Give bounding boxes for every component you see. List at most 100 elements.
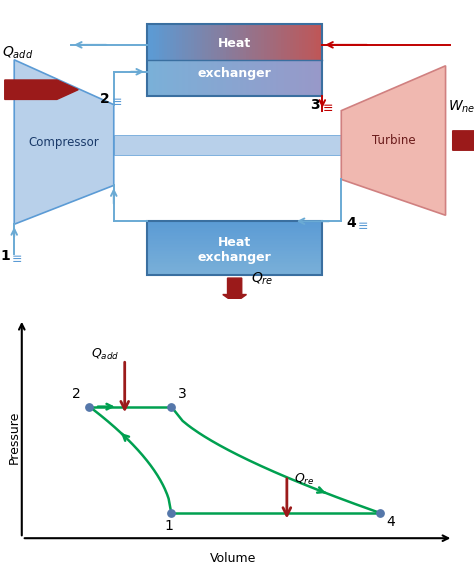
Text: 2: 2: [72, 387, 81, 401]
Bar: [279, 24, 282, 60]
Point: [86, 402, 93, 411]
Bar: [147, 273, 322, 274]
Bar: [147, 267, 322, 269]
Bar: [255, 24, 258, 60]
Bar: [258, 24, 261, 60]
Bar: [229, 24, 232, 60]
Bar: [147, 259, 322, 260]
Bar: [293, 60, 296, 95]
Bar: [279, 60, 282, 95]
Bar: [308, 24, 310, 60]
Bar: [147, 243, 322, 244]
Bar: [188, 24, 191, 60]
Bar: [273, 24, 275, 60]
Bar: [153, 24, 155, 60]
Bar: [235, 24, 237, 60]
Text: $Q_{add}$: $Q_{add}$: [2, 45, 34, 61]
Bar: [296, 24, 299, 60]
Bar: [147, 232, 322, 233]
Bar: [214, 24, 217, 60]
Bar: [310, 24, 314, 60]
Bar: [299, 24, 302, 60]
Text: $Q_{re}$: $Q_{re}$: [251, 271, 273, 287]
Bar: [229, 60, 232, 95]
Text: exchanger: exchanger: [198, 67, 272, 80]
Bar: [179, 60, 182, 95]
Bar: [147, 240, 322, 242]
Bar: [246, 60, 249, 95]
Bar: [164, 24, 167, 60]
Bar: [147, 60, 150, 95]
Text: ≡: ≡: [322, 102, 333, 115]
Text: Pressure: Pressure: [8, 411, 21, 463]
Text: ≡: ≡: [12, 253, 22, 266]
Bar: [299, 60, 302, 95]
Bar: [147, 231, 322, 232]
Bar: [197, 24, 200, 60]
Text: exchanger: exchanger: [198, 251, 272, 264]
Bar: [194, 24, 197, 60]
Bar: [147, 250, 322, 251]
Bar: [296, 60, 299, 95]
Bar: [314, 60, 317, 95]
Bar: [147, 221, 322, 223]
Bar: [209, 24, 211, 60]
Bar: [232, 24, 235, 60]
FancyArrow shape: [453, 131, 474, 150]
Bar: [205, 24, 209, 60]
Bar: [167, 60, 170, 95]
Bar: [305, 24, 308, 60]
Bar: [275, 60, 279, 95]
FancyArrow shape: [223, 278, 246, 303]
Bar: [293, 24, 296, 60]
Text: $Q_{add}$: $Q_{add}$: [91, 347, 119, 362]
Bar: [147, 255, 322, 256]
Text: 2: 2: [100, 92, 109, 106]
Polygon shape: [341, 66, 446, 215]
Bar: [267, 60, 270, 95]
Bar: [147, 224, 322, 225]
Bar: [202, 60, 205, 95]
Bar: [270, 24, 273, 60]
Bar: [197, 60, 200, 95]
Text: 1: 1: [0, 249, 10, 263]
Bar: [185, 24, 188, 60]
Text: 3: 3: [178, 387, 187, 401]
Point: [167, 508, 175, 518]
Bar: [244, 24, 246, 60]
Text: Heat: Heat: [218, 236, 251, 249]
Bar: [223, 60, 226, 95]
Bar: [147, 227, 322, 228]
Bar: [302, 60, 305, 95]
Bar: [147, 242, 322, 243]
Bar: [252, 24, 255, 60]
Text: Volume: Volume: [210, 552, 256, 565]
Text: Compressor: Compressor: [28, 136, 100, 148]
Bar: [147, 221, 322, 275]
Bar: [147, 248, 322, 250]
Bar: [191, 60, 194, 95]
Bar: [261, 24, 264, 60]
Bar: [211, 60, 214, 95]
Bar: [284, 24, 287, 60]
Bar: [147, 247, 322, 248]
Bar: [249, 24, 252, 60]
Bar: [237, 60, 240, 95]
Bar: [164, 60, 167, 95]
Bar: [114, 135, 341, 155]
Bar: [209, 60, 211, 95]
Bar: [191, 24, 194, 60]
Bar: [147, 246, 322, 247]
Bar: [147, 239, 322, 240]
Bar: [205, 60, 209, 95]
Bar: [282, 60, 284, 95]
Bar: [153, 60, 155, 95]
Bar: [147, 225, 322, 227]
Bar: [170, 24, 173, 60]
Bar: [267, 24, 270, 60]
Bar: [179, 24, 182, 60]
Bar: [202, 24, 205, 60]
Bar: [220, 24, 223, 60]
Bar: [270, 60, 273, 95]
Text: ≡: ≡: [358, 220, 368, 233]
